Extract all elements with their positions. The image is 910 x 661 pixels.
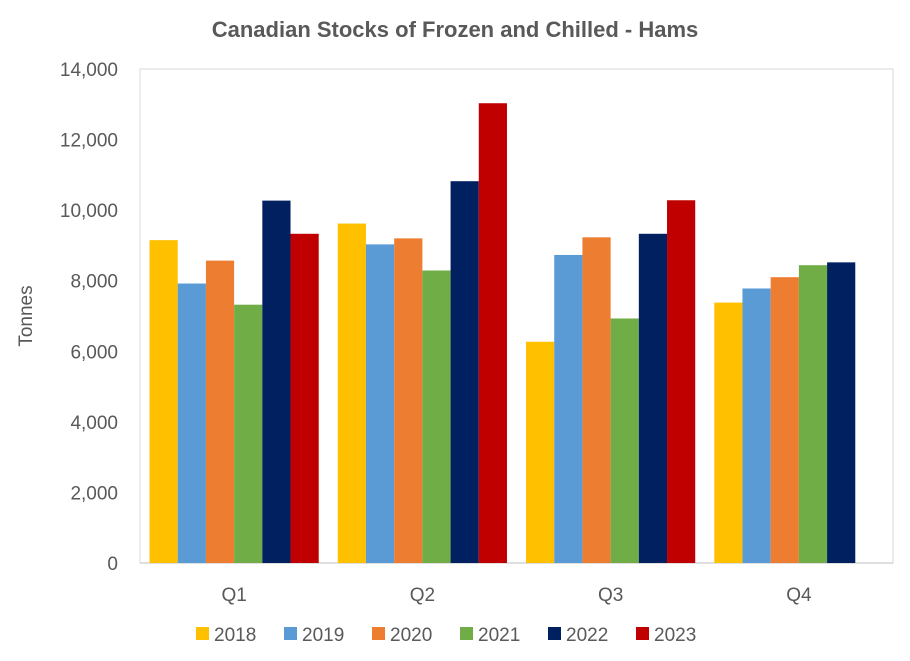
x-tick-label: Q1 [221, 585, 246, 606]
y-tick-label: 14,000 [60, 60, 118, 81]
x-axis-ticks: Q1 Q2 Q3 Q4 [221, 585, 812, 606]
bar-2023-Q2 [478, 103, 507, 563]
bar-2021-Q1 [234, 304, 263, 563]
bar-2018-Q2 [337, 223, 366, 563]
bar-2019-Q4 [742, 288, 771, 563]
bar-2018-Q4 [714, 302, 743, 563]
legend-item-2021: 2021 [460, 625, 520, 646]
bar-2021-Q4 [798, 265, 828, 563]
y-axis-ticks: 0 2,000 4,000 6,000 8,000 10,000 12,000 14,000 [60, 60, 118, 575]
legend-swatch [636, 627, 649, 640]
legend-swatch [284, 627, 297, 640]
bar-2022-Q2 [450, 181, 479, 564]
legend-item-2022: 2022 [548, 625, 608, 646]
legend-label: 2020 [390, 625, 432, 646]
bar-2020-Q4 [770, 277, 799, 563]
legend-swatch [372, 627, 385, 640]
bar-2022-Q4 [827, 262, 856, 563]
bar-2020-Q3 [582, 237, 611, 563]
bar-2019-Q3 [554, 254, 583, 563]
bar-2022-Q1 [262, 200, 291, 563]
y-axis-label: Tonnes [16, 285, 37, 346]
bar-2023-Q1 [290, 233, 319, 563]
x-tick-label: Q4 [786, 585, 812, 606]
legend-item-2018: 2018 [196, 625, 256, 646]
bar-2018-Q3 [526, 341, 555, 563]
legend-swatch [460, 627, 473, 640]
legend-label: 2022 [566, 625, 608, 646]
bar-2019-Q2 [365, 244, 395, 563]
legend-label: 2023 [654, 625, 696, 646]
legend-label: 2018 [214, 625, 256, 646]
legend: 2018 2019 2020 2021 2022 2023 [196, 625, 696, 646]
bar-2023-Q3 [667, 200, 696, 563]
y-tick-label: 2,000 [70, 483, 118, 504]
y-tick-label: 4,000 [70, 413, 118, 434]
x-tick-label: Q2 [410, 585, 435, 606]
legend-item-2019: 2019 [284, 625, 344, 646]
bar-2021-Q2 [422, 270, 451, 563]
bars [149, 103, 856, 564]
y-tick-label: 10,000 [60, 201, 118, 222]
bar-2019-Q1 [177, 283, 206, 563]
legend-item-2020: 2020 [372, 625, 432, 646]
x-tick-label: Q3 [598, 585, 623, 606]
bar-2022-Q3 [638, 233, 668, 563]
chart-title: Canadian Stocks of Frozen and Chilled - … [212, 17, 699, 42]
legend-label: 2019 [302, 625, 344, 646]
y-tick-label: 6,000 [70, 342, 118, 363]
legend-swatch [196, 627, 209, 640]
y-tick-label: 0 [107, 554, 118, 575]
legend-label: 2021 [478, 625, 520, 646]
bar-2020-Q2 [394, 238, 423, 563]
bar-2018-Q1 [149, 240, 178, 563]
legend-swatch [548, 627, 561, 640]
legend-item-2023: 2023 [636, 625, 696, 646]
y-tick-label: 8,000 [70, 272, 118, 293]
y-tick-label: 12,000 [60, 131, 118, 152]
bar-2021-Q3 [610, 318, 639, 563]
bar-2020-Q1 [205, 260, 235, 563]
